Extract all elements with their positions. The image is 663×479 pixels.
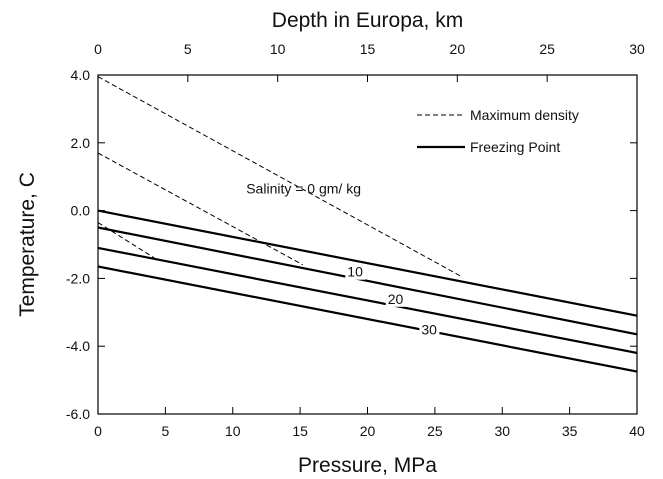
y-tick-label: -6.0 (66, 406, 90, 422)
x-tick-label: 10 (225, 423, 241, 439)
top-tick-label: 10 (270, 41, 286, 57)
freezing-point-line (97, 265, 638, 373)
top-tick-label: 15 (360, 41, 376, 57)
top-tick-label: 0 (94, 41, 102, 57)
legend: Maximum density Freezing Point (417, 107, 579, 155)
series-annotation: 10 (347, 264, 363, 280)
top-axis-title: Depth in Europa, km (272, 9, 463, 32)
y-tick-label: 4.0 (71, 67, 91, 83)
x-tick-label: 0 (94, 423, 102, 439)
ticks-layer: 0 5 10 15 20 25 30 35 40 0 5 10 15 20 25 30 -6.0 -4.0 -2.0… (66, 41, 645, 439)
annotation-knockout (419, 322, 440, 338)
legend-label: Freezing Point (470, 139, 560, 155)
x-tick-label: 40 (629, 423, 645, 439)
annotation-knockout (345, 264, 366, 280)
x-tick-label: 15 (292, 423, 308, 439)
series-layer (97, 76, 638, 373)
max-density-line (97, 222, 155, 259)
y-tick-label: 0.0 (71, 203, 91, 219)
x-tick-label: 35 (562, 423, 578, 439)
freezing-point-line (97, 246, 638, 355)
x-tick-label: 20 (360, 423, 376, 439)
annotations: Salinity = 0 gm/ kg 10 20 30 (246, 181, 440, 338)
top-tick-label: 25 (539, 41, 555, 57)
max-density-line (97, 76, 463, 278)
legend-label: Maximum density (470, 107, 579, 123)
series-annotation: 20 (388, 291, 404, 307)
top-tick-label: 30 (629, 41, 645, 57)
freezing-point-line (97, 209, 638, 317)
x-tick-label: 25 (427, 423, 443, 439)
y-tick-label: 2.0 (71, 135, 91, 151)
series-annotation: 30 (421, 321, 437, 337)
x-axis-title: Pressure, MPa (298, 454, 437, 477)
top-tick-label: 5 (184, 41, 192, 57)
freezing-point-line (97, 226, 638, 336)
x-tick-label: 5 (161, 423, 169, 439)
max-density-line (97, 152, 304, 266)
y-tick-label: -4.0 (66, 338, 90, 354)
x-tick-label: 30 (494, 423, 510, 439)
y-axis-title: Temperature, C (16, 172, 39, 317)
top-tick-label: 20 (450, 41, 466, 57)
y-tick-label: -2.0 (66, 270, 90, 286)
annotation-knockout (385, 291, 406, 307)
series-annotation: Salinity = 0 gm/ kg (246, 181, 361, 197)
